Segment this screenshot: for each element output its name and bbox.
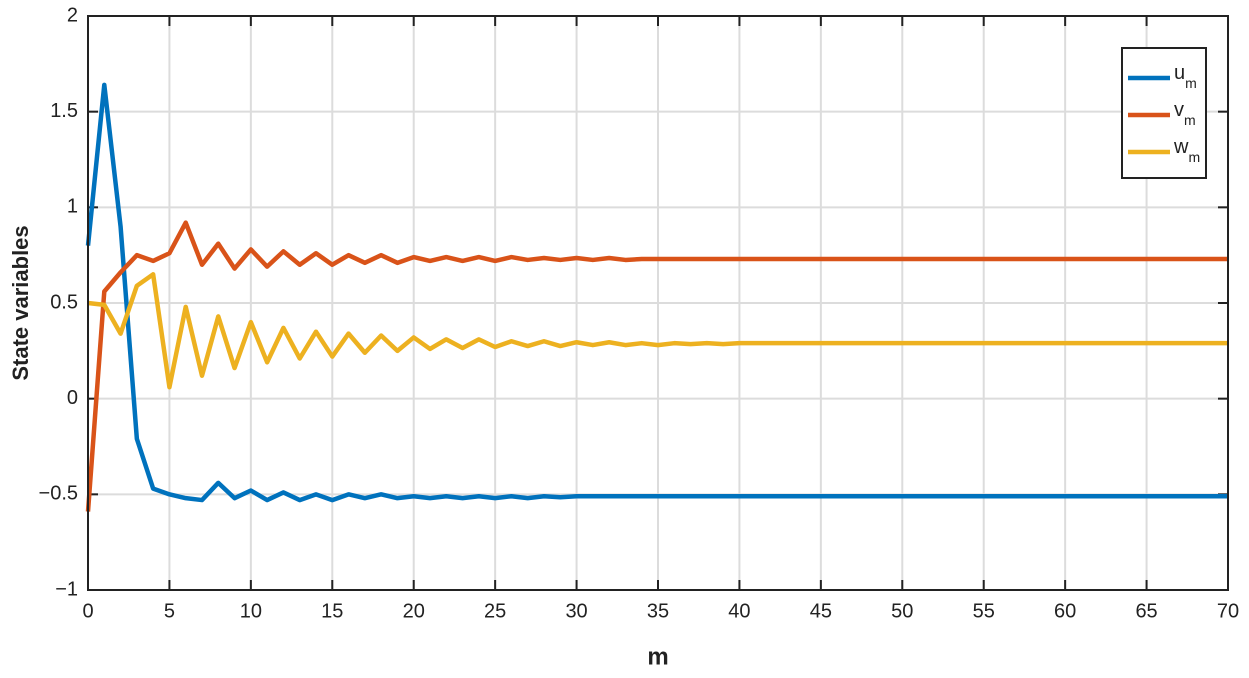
y-tick-label: 0.5: [50, 291, 78, 313]
y-tick-label: 0: [67, 387, 78, 409]
y-axis-label: State variables: [8, 225, 33, 380]
y-tick-label: −0.5: [39, 483, 78, 505]
x-axis-label: m: [647, 643, 668, 670]
x-tick-label: 55: [973, 600, 995, 622]
x-tick-label: 70: [1217, 600, 1239, 622]
y-tick-label: 1.5: [50, 100, 78, 122]
plot-frame: [87, 15, 1229, 591]
data-line: [87, 272, 1228, 390]
x-tick-label: 30: [565, 600, 587, 622]
y-tick-label: −1: [55, 578, 78, 600]
x-tick-label: 60: [1054, 600, 1076, 622]
x-tick-label: 20: [403, 600, 425, 622]
x-tick-label: 0: [82, 600, 93, 622]
data-line: [85, 82, 1228, 503]
data-line: [85, 220, 1228, 512]
x-tick-label: 40: [728, 600, 750, 622]
x-tick-label: 25: [484, 600, 506, 622]
legend-label: wm: [1173, 136, 1200, 164]
x-tick-label: 15: [321, 600, 343, 622]
x-tick-label: 45: [810, 600, 832, 622]
x-tick-label: 50: [891, 600, 913, 622]
legend-label: um: [1174, 62, 1197, 90]
x-tick-label: 65: [1135, 600, 1157, 622]
y-tick-label: 1: [67, 196, 78, 218]
y-tick-label: 2: [67, 4, 78, 26]
x-tick-label: 10: [240, 600, 262, 622]
x-tick-label: 5: [164, 600, 175, 622]
x-tick-label: 35: [647, 600, 669, 622]
legend-label: vm: [1174, 99, 1196, 127]
